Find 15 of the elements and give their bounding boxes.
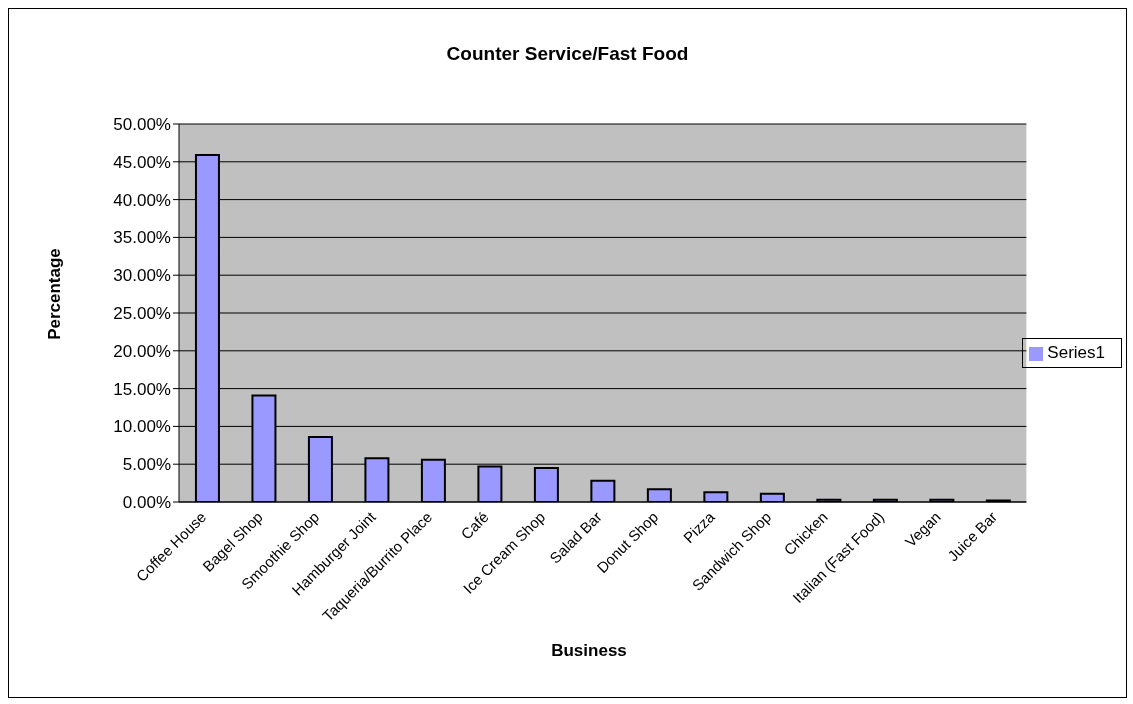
y-tick-label: 10.00%	[113, 417, 171, 437]
y-axis-title: Percentage	[45, 248, 65, 340]
y-tick-label: 30.00%	[113, 266, 171, 286]
y-tick-label: 0.00%	[122, 493, 171, 513]
y-tick-label: 35.00%	[113, 228, 171, 248]
y-tick-label: 50.00%	[113, 115, 171, 135]
y-tick-label: 5.00%	[122, 455, 171, 475]
y-tick-label: 20.00%	[113, 341, 171, 361]
y-tick-label: 15.00%	[113, 379, 171, 399]
chart-title: Counter Service/Fast Food	[445, 43, 690, 65]
y-tick-label: 45.00%	[113, 152, 171, 172]
y-tick-label: 25.00%	[113, 304, 171, 324]
x-axis-title: Business	[550, 641, 628, 661]
y-tick-label: 40.00%	[113, 190, 171, 210]
legend-label: Series1	[1047, 343, 1105, 362]
